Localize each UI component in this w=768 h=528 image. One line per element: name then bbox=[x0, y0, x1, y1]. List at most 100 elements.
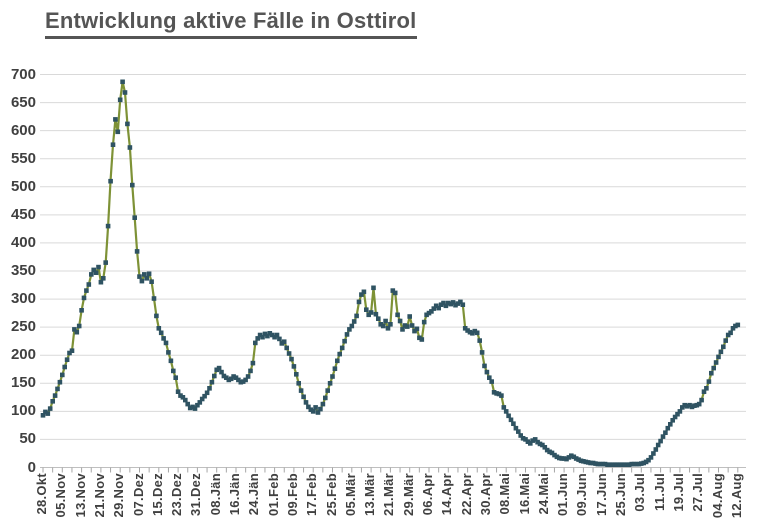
data-point bbox=[499, 393, 504, 398]
x-axis-label: 25.Jun bbox=[613, 473, 628, 516]
data-point bbox=[130, 182, 135, 188]
data-point bbox=[607, 462, 613, 467]
data-point bbox=[212, 373, 217, 379]
data-point bbox=[474, 330, 480, 336]
x-axis-label: 21.Mär bbox=[381, 473, 397, 516]
data-point bbox=[233, 375, 239, 380]
data-point bbox=[105, 223, 111, 229]
x-axis-label: 25.Feb bbox=[323, 473, 339, 516]
data-point bbox=[651, 451, 656, 456]
data-point bbox=[477, 338, 482, 343]
data-point bbox=[96, 264, 101, 270]
data-point bbox=[658, 438, 663, 444]
data-point bbox=[207, 386, 212, 391]
data-point bbox=[376, 316, 381, 321]
data-point bbox=[709, 370, 714, 376]
data-point bbox=[185, 401, 190, 407]
data-point bbox=[156, 326, 162, 331]
data-point bbox=[146, 271, 152, 277]
y-axis-label: 400 bbox=[10, 233, 36, 251]
x-axis-label: 17.Feb bbox=[304, 473, 320, 516]
data-point bbox=[663, 430, 668, 435]
data-point bbox=[643, 459, 649, 465]
data-point bbox=[380, 323, 386, 329]
data-point bbox=[494, 391, 499, 396]
x-axis-label: 13.Nov bbox=[72, 473, 88, 518]
data-point bbox=[733, 323, 738, 329]
data-point bbox=[677, 409, 683, 414]
data-point bbox=[142, 272, 147, 277]
data-point bbox=[199, 396, 205, 402]
data-point bbox=[187, 405, 193, 411]
data-point bbox=[537, 441, 543, 447]
y-axis-label: 700 bbox=[10, 65, 36, 83]
data-point bbox=[721, 344, 726, 350]
data-point bbox=[214, 367, 219, 373]
data-point bbox=[696, 401, 702, 407]
data-point bbox=[470, 331, 475, 336]
data-point bbox=[535, 439, 540, 445]
data-point bbox=[525, 439, 531, 444]
data-point bbox=[735, 322, 741, 328]
x-axis-label: 01.Jun bbox=[555, 473, 571, 516]
data-point bbox=[57, 379, 63, 385]
data-point bbox=[364, 307, 369, 312]
data-point bbox=[634, 461, 639, 467]
data-point bbox=[402, 323, 408, 328]
data-point bbox=[279, 341, 285, 346]
data-point bbox=[260, 334, 265, 340]
data-point bbox=[291, 364, 297, 369]
data-point bbox=[79, 308, 84, 313]
data-point bbox=[134, 249, 140, 254]
data-point bbox=[487, 375, 492, 380]
data-point bbox=[544, 447, 550, 453]
data-point bbox=[209, 379, 215, 385]
data-point bbox=[682, 402, 687, 408]
data-point bbox=[373, 311, 379, 317]
data-point bbox=[139, 278, 145, 284]
data-point bbox=[351, 319, 357, 324]
x-axis-label: 24.Jän bbox=[246, 473, 262, 516]
data-point bbox=[284, 345, 289, 351]
data-point bbox=[433, 303, 439, 309]
data-point bbox=[81, 295, 87, 301]
data-point bbox=[60, 372, 65, 378]
data-point bbox=[670, 418, 675, 423]
data-point bbox=[704, 386, 709, 391]
data-point bbox=[448, 301, 453, 307]
data-point bbox=[699, 397, 704, 403]
data-point bbox=[595, 461, 601, 467]
x-axis-label: 24.Mai bbox=[535, 473, 551, 515]
data-point bbox=[171, 368, 176, 374]
data-point bbox=[74, 329, 80, 335]
data-point bbox=[354, 313, 359, 319]
data-point bbox=[154, 313, 159, 319]
data-point bbox=[149, 279, 154, 284]
data-point bbox=[467, 329, 473, 335]
data-point bbox=[248, 368, 253, 374]
data-point bbox=[132, 215, 137, 220]
data-point bbox=[286, 351, 292, 356]
data-point bbox=[378, 322, 383, 327]
x-axis-label: 30.Apr bbox=[477, 473, 493, 516]
data-point bbox=[371, 285, 376, 291]
data-point bbox=[626, 462, 632, 467]
data-point bbox=[718, 349, 724, 355]
data-point bbox=[257, 332, 263, 338]
data-point bbox=[339, 345, 345, 351]
data-point bbox=[660, 434, 666, 439]
x-axis-label: 09.Jun bbox=[574, 473, 590, 516]
x-axis-label: 16.Mai bbox=[516, 473, 532, 515]
data-point bbox=[479, 350, 485, 355]
x-axis-label: 05.Nov bbox=[53, 473, 69, 518]
chart-title: Entwicklung aktive Fälle in Osttirol bbox=[45, 8, 417, 39]
data-point bbox=[400, 327, 405, 332]
data-point bbox=[692, 403, 697, 408]
data-point bbox=[315, 410, 321, 415]
data-point bbox=[219, 369, 224, 375]
data-point bbox=[197, 400, 203, 405]
data-point bbox=[465, 328, 470, 333]
data-point bbox=[253, 340, 258, 346]
data-point bbox=[163, 340, 169, 346]
